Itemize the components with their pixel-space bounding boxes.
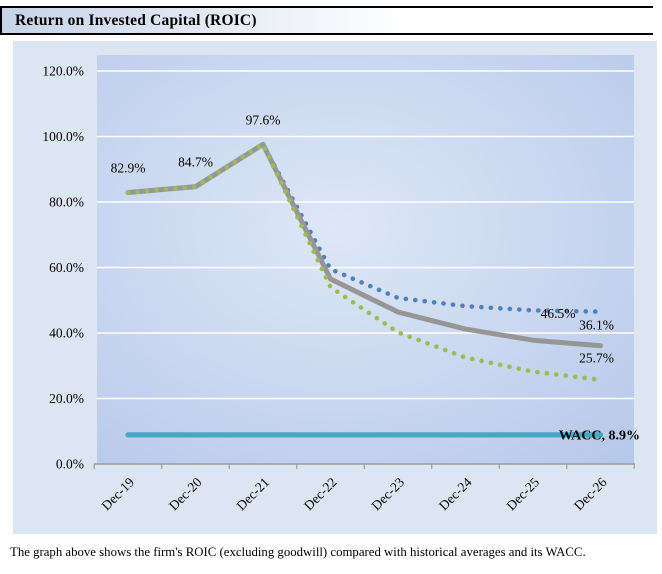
- end-label-solid-gray: 36.1%: [579, 317, 614, 332]
- roic-chart: 120.0% 100.0% 80.0% 60.0% 40.0% 20.0% 0.0% Dec-…: [13, 41, 657, 534]
- xtick-label-Dec-19: Dec-19: [98, 474, 137, 513]
- xtick-label-Dec-21: Dec-21: [233, 475, 272, 514]
- plot-area: [97, 55, 634, 464]
- ytick-label-100.0%: 100.0%: [42, 129, 84, 144]
- xtick-label-Dec-26: Dec-26: [571, 474, 610, 513]
- page-title: Return on Invested Capital (ROIC): [15, 12, 257, 29]
- ytick-label-0.0%: 0.0%: [56, 457, 84, 472]
- xtick-label-Dec-25: Dec-25: [503, 474, 542, 513]
- data-label-84.7%: 84.7%: [178, 155, 213, 170]
- ytick-label-20.0%: 20.0%: [49, 391, 84, 406]
- chart-caption: The graph above shows the firm's ROIC (e…: [10, 545, 586, 559]
- ytick-label-120.0%: 120.0%: [42, 64, 84, 79]
- data-label-82.9%: 82.9%: [111, 161, 146, 176]
- xtick-label-Dec-24: Dec-24: [436, 474, 475, 513]
- end-label-dotted-green: 25.7%: [579, 350, 614, 365]
- end-label-dotted-blue: 46.5%: [541, 306, 576, 321]
- ytick-label-60.0%: 60.0%: [49, 260, 84, 275]
- series-solid-gray: [125, 141, 603, 349]
- xtick-label-Dec-22: Dec-22: [301, 475, 340, 514]
- ytick-label-40.0%: 40.0%: [49, 326, 84, 341]
- roic-chart-canvas: 120.0% 100.0% 80.0% 60.0% 40.0% 20.0% 0.0% Dec-…: [42, 55, 640, 514]
- xtick-label-Dec-23: Dec-23: [368, 474, 407, 513]
- ytick-label-80.0%: 80.0%: [49, 195, 84, 210]
- data-label-97.6%: 97.6%: [246, 112, 281, 127]
- xtick-label-Dec-20: Dec-20: [166, 474, 205, 513]
- page-title-bar: Return on Invested Capital (ROIC): [0, 6, 653, 35]
- end-label-wacc-solid-teal: WACC, 8.9%: [559, 428, 640, 443]
